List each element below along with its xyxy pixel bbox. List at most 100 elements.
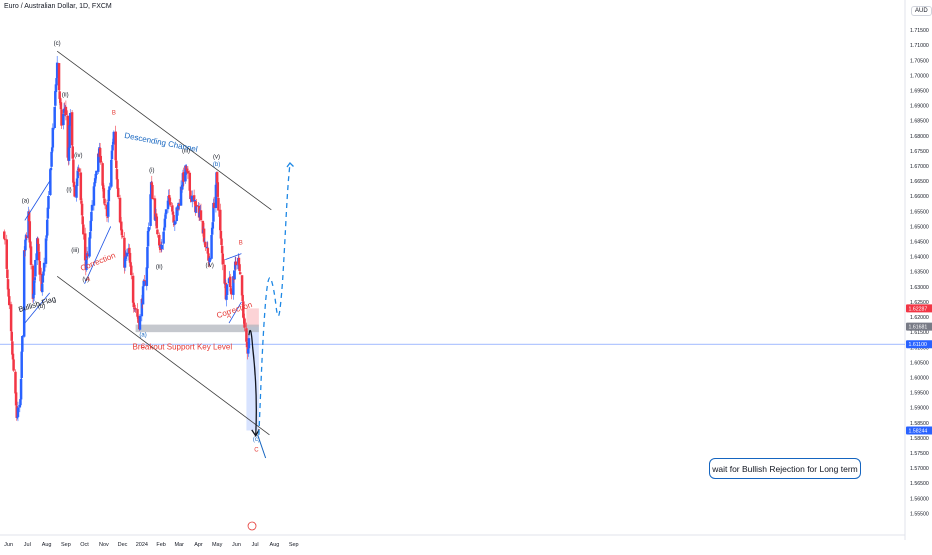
breakout-support-label: Breakout Support Key Level xyxy=(132,342,232,351)
x-tick-label: Nov xyxy=(99,542,109,548)
currency-button[interactable]: AUD xyxy=(911,6,932,16)
candle-body xyxy=(20,351,23,378)
x-tick-label: 2024 xyxy=(136,542,148,548)
candle-body xyxy=(118,197,122,223)
x-tick-label: Feb xyxy=(156,542,165,548)
candle-body xyxy=(106,202,110,217)
candle-body xyxy=(32,293,35,299)
price-tag-target-bg xyxy=(906,426,932,435)
candle-body xyxy=(145,267,149,286)
candle-body xyxy=(238,264,241,272)
y-tick-label: 1.66500 xyxy=(910,179,929,185)
candle-body xyxy=(11,341,14,355)
candle-body xyxy=(83,233,87,261)
candle-body xyxy=(19,378,23,400)
wave-label: (ii) xyxy=(62,93,69,99)
event-marker-icon xyxy=(247,521,257,531)
candle-body xyxy=(211,222,215,229)
wave-label: C xyxy=(254,447,259,453)
wave-label: (c) xyxy=(253,437,260,443)
chart-title: Euro / Australian Dollar, 1D, FXCM xyxy=(4,3,112,10)
wave-label: (i) xyxy=(66,188,71,194)
candle-body xyxy=(162,231,165,244)
candle-body xyxy=(177,202,180,210)
y-tick-label: 1.68500 xyxy=(910,119,929,125)
x-tick-label: Aug xyxy=(270,542,280,548)
wave-label: (iii) xyxy=(182,148,190,154)
candle-body xyxy=(37,243,40,252)
candle-body xyxy=(120,229,124,236)
candle-body xyxy=(238,272,242,275)
candle-body xyxy=(14,371,17,394)
candle-body xyxy=(42,271,45,276)
y-tick-label: 1.71500 xyxy=(910,28,929,34)
x-tick-label: Oct xyxy=(80,542,89,548)
candle-body xyxy=(172,214,175,223)
candle-body xyxy=(202,228,206,242)
x-tick-label: Jun xyxy=(4,542,13,548)
candle-body xyxy=(49,167,53,171)
x-tick-label: Jul xyxy=(24,542,31,548)
x-tick-label: Dec xyxy=(118,542,128,548)
wave-label: (v) xyxy=(213,154,220,160)
candle-body xyxy=(201,220,205,234)
candle-body xyxy=(184,165,187,182)
y-tick-label: 1.64500 xyxy=(910,240,929,246)
candle-body xyxy=(147,227,150,232)
candle-body xyxy=(22,250,26,337)
candle-body xyxy=(89,220,93,232)
candle-body xyxy=(60,109,63,126)
candle-body xyxy=(115,160,118,169)
candle-body xyxy=(182,172,185,182)
candle-body xyxy=(188,172,192,191)
candle-body xyxy=(151,198,155,199)
y-tick-label: 1.68000 xyxy=(910,134,929,140)
candle-body xyxy=(101,185,105,190)
candle-body xyxy=(29,246,33,265)
candle-body xyxy=(62,113,65,126)
y-tick-label: 1.71000 xyxy=(910,43,929,49)
candle-body xyxy=(241,294,244,302)
candle-body xyxy=(181,184,184,190)
x-tick-label: Aug xyxy=(42,542,52,548)
candle-body xyxy=(16,416,19,418)
candle-body xyxy=(32,280,36,295)
candle-body xyxy=(36,238,40,245)
wave-label: (iv) xyxy=(74,153,82,159)
channel-lower-line xyxy=(56,275,270,436)
y-tick-label: 1.65000 xyxy=(910,224,929,230)
price-tag-current-bg xyxy=(906,340,932,349)
candle-body xyxy=(94,173,98,179)
candle-body xyxy=(111,144,114,151)
candle-body xyxy=(193,200,196,202)
candle-body xyxy=(225,295,228,300)
candle-body xyxy=(7,288,10,297)
y-tick-label: 1.69000 xyxy=(910,104,929,110)
candle-body xyxy=(99,155,103,163)
candle-body xyxy=(219,230,223,239)
candle-body xyxy=(242,301,245,318)
candle-body xyxy=(233,270,236,280)
candle-body xyxy=(29,241,32,248)
candle-body xyxy=(24,239,27,251)
candle-body xyxy=(9,304,13,332)
bearish-projection-path xyxy=(248,329,257,435)
candle-body xyxy=(212,202,216,208)
candle-body xyxy=(111,141,115,145)
trendline-correction-right-bottom xyxy=(228,301,242,324)
candle-body xyxy=(168,197,172,202)
candle-body xyxy=(162,228,166,231)
candle-body xyxy=(217,197,220,211)
candle-body xyxy=(85,259,88,271)
wave-label: (ii) xyxy=(156,265,163,271)
y-tick-label: 1.61000 xyxy=(910,345,929,351)
x-tick-label: Sep xyxy=(61,542,71,548)
candle-body xyxy=(128,247,131,254)
x-tick-label: Apr xyxy=(194,542,203,548)
candle-body xyxy=(230,290,233,295)
candle-body xyxy=(121,235,124,238)
candle-body xyxy=(215,172,219,183)
candle-body xyxy=(77,168,81,172)
candle-body xyxy=(106,217,109,218)
